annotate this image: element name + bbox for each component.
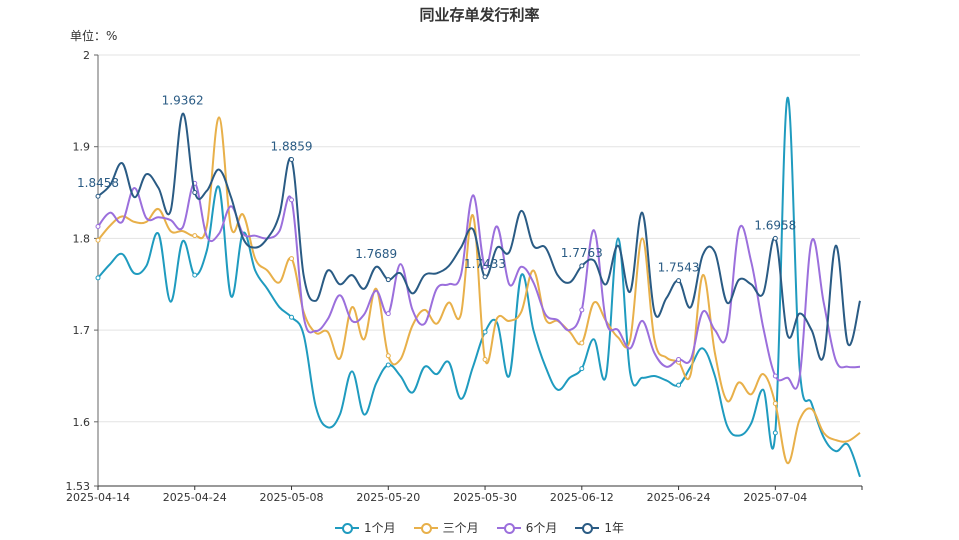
x-tick-label: 2025-05-30	[453, 491, 517, 504]
legend-item-2[interactable]: 三个月	[413, 519, 479, 536]
data-point-marker	[289, 314, 295, 320]
x-tick-label: 2025-06-24	[647, 491, 711, 504]
data-label: 1.8859	[271, 140, 313, 154]
series-line-2	[97, 116, 861, 465]
data-point-marker	[579, 366, 585, 372]
data-point-marker	[95, 193, 101, 199]
data-point-marker	[385, 277, 391, 283]
series-line-4	[97, 112, 861, 361]
legend-swatch	[575, 521, 600, 535]
legend-label: 1个月	[364, 521, 396, 535]
y-tick-label: 1.7	[73, 324, 91, 337]
data-point-marker	[579, 263, 585, 269]
data-point-marker	[676, 356, 682, 362]
x-tick-label: 2025-05-20	[356, 491, 420, 504]
chart-title: 同业存单发行利率	[419, 6, 540, 24]
legend-label: 6个月	[525, 521, 558, 535]
legend-swatch	[335, 521, 360, 535]
data-point-marker	[385, 362, 391, 368]
data-point-marker	[192, 233, 198, 239]
y-tick-label: 1.53	[66, 480, 91, 493]
y-tick-label: 2	[83, 49, 90, 62]
data-label: 1.8458	[77, 176, 119, 190]
data-point-marker	[192, 272, 198, 278]
data-point-marker	[95, 223, 101, 229]
x-tick-label: 2025-07-04	[743, 491, 807, 504]
data-point-marker	[385, 311, 391, 317]
data-point-marker	[482, 356, 488, 362]
data-point-marker	[772, 430, 778, 436]
data-point-marker	[482, 264, 488, 270]
data-label: 1.7433	[464, 257, 506, 271]
legend-swatch	[413, 521, 438, 535]
x-tick-label: 2025-05-08	[260, 491, 324, 504]
x-tick-label: 2025-04-14	[66, 491, 130, 504]
data-point-marker	[772, 373, 778, 379]
unit-label: 单位：%	[70, 29, 118, 43]
data-point-marker	[95, 275, 101, 281]
y-tick-label: 1.9	[73, 141, 91, 154]
x-tick-label: 2025-06-12	[550, 491, 614, 504]
data-label: 1.7543	[658, 261, 700, 275]
legend-item-3[interactable]: 6个月	[496, 519, 558, 536]
data-point-marker	[579, 340, 585, 346]
legend-item-4[interactable]: 1年	[575, 519, 624, 536]
data-label: 1.9362	[162, 94, 204, 108]
chart-legend: 1个月 三个月 6个月 1年	[0, 519, 959, 536]
legend-label: 三个月	[442, 521, 479, 535]
data-point-marker	[676, 382, 682, 388]
data-point-marker	[95, 237, 101, 243]
data-point-marker	[482, 329, 488, 335]
y-tick-label: 1.8	[73, 232, 91, 245]
legend-item-1[interactable]: 1个月	[335, 519, 396, 536]
series-line-1	[97, 97, 861, 478]
data-point-marker	[482, 274, 488, 280]
data-point-marker	[676, 278, 682, 284]
data-point-marker	[192, 190, 198, 196]
data-point-marker	[289, 157, 295, 163]
legend-swatch	[496, 521, 521, 535]
data-point-marker	[579, 307, 585, 313]
y-tick-label: 1.6	[73, 416, 91, 429]
data-point-marker	[289, 256, 295, 262]
legend-label: 1年	[604, 521, 624, 535]
data-point-marker	[289, 197, 295, 203]
data-label: 1.7763	[561, 246, 603, 260]
data-point-marker	[772, 400, 778, 406]
data-point-marker	[385, 353, 391, 359]
data-label: 1.7689	[355, 247, 397, 261]
data-label: 1.6958	[754, 218, 796, 232]
x-tick-label: 2025-04-24	[163, 491, 227, 504]
data-point-marker	[772, 235, 778, 241]
